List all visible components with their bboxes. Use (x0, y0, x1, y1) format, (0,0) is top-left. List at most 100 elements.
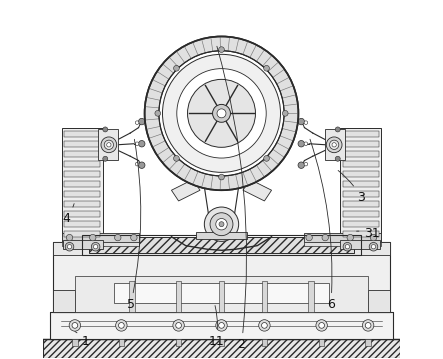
Bar (82, 235, 361, 255)
Bar (64, 151, 100, 157)
Bar (63, 240, 103, 249)
Circle shape (72, 322, 78, 328)
Circle shape (65, 242, 74, 251)
Circle shape (213, 104, 230, 122)
Circle shape (345, 244, 350, 249)
Bar (64, 231, 100, 237)
Bar (64, 221, 100, 227)
Bar (64, 141, 100, 146)
Bar (261, 339, 267, 346)
Circle shape (259, 320, 270, 331)
Circle shape (135, 162, 139, 166)
Circle shape (66, 234, 73, 241)
Polygon shape (171, 180, 200, 201)
Bar (64, 161, 100, 167)
Circle shape (306, 234, 312, 241)
Circle shape (304, 142, 308, 145)
Circle shape (103, 156, 108, 161)
Circle shape (322, 234, 328, 241)
Bar (89, 237, 354, 253)
Circle shape (135, 142, 139, 145)
Circle shape (93, 244, 98, 249)
Bar (340, 240, 380, 249)
Circle shape (371, 244, 376, 249)
Bar (176, 281, 182, 312)
Circle shape (139, 162, 145, 168)
Bar (343, 151, 379, 157)
Bar (319, 339, 324, 346)
Bar (219, 339, 224, 346)
Circle shape (131, 234, 137, 241)
Bar (54, 242, 389, 312)
Bar (54, 290, 75, 312)
Circle shape (330, 140, 339, 149)
Circle shape (69, 320, 81, 331)
Circle shape (370, 234, 377, 241)
Circle shape (219, 47, 224, 52)
Bar (343, 191, 379, 197)
Circle shape (67, 244, 72, 249)
Circle shape (216, 320, 227, 331)
Bar (62, 242, 139, 246)
Text: 31: 31 (357, 227, 380, 240)
Bar (64, 201, 100, 207)
Bar (308, 281, 314, 312)
Bar (54, 242, 389, 255)
Bar (62, 128, 104, 242)
Text: 3: 3 (338, 171, 365, 204)
Bar (343, 231, 379, 237)
Circle shape (319, 322, 324, 328)
Bar (343, 171, 379, 177)
Text: 1: 1 (75, 331, 90, 348)
Bar (343, 141, 379, 146)
Circle shape (204, 207, 239, 241)
Circle shape (332, 143, 336, 147)
Bar (304, 233, 381, 242)
Circle shape (298, 162, 304, 168)
Text: 6: 6 (310, 139, 335, 311)
Circle shape (119, 322, 124, 328)
Text: 11: 11 (209, 306, 225, 348)
Circle shape (219, 222, 224, 227)
Circle shape (144, 37, 299, 190)
Bar (343, 201, 379, 207)
Circle shape (135, 121, 139, 125)
Bar (219, 281, 224, 312)
Circle shape (216, 219, 227, 230)
Bar (114, 283, 329, 303)
Circle shape (369, 242, 378, 251)
Circle shape (316, 320, 327, 331)
Bar (75, 276, 368, 312)
Text: 4: 4 (62, 204, 74, 225)
Circle shape (335, 127, 340, 132)
Bar (343, 161, 379, 167)
Bar (196, 232, 247, 238)
Circle shape (177, 69, 266, 158)
Bar (64, 191, 100, 197)
Bar (64, 171, 100, 177)
Circle shape (335, 156, 340, 161)
Bar (64, 181, 100, 187)
Bar (261, 281, 267, 312)
Bar (343, 211, 379, 217)
Circle shape (219, 174, 224, 180)
Circle shape (298, 140, 304, 147)
Bar (43, 339, 400, 358)
Circle shape (89, 234, 96, 241)
Circle shape (139, 118, 145, 125)
Circle shape (304, 121, 308, 125)
Bar (62, 233, 139, 242)
Circle shape (219, 322, 224, 328)
Circle shape (326, 137, 342, 153)
Bar (176, 339, 182, 346)
Bar (304, 242, 381, 246)
Circle shape (115, 234, 121, 241)
Circle shape (362, 320, 374, 331)
Circle shape (264, 65, 269, 71)
Bar (98, 130, 118, 160)
Circle shape (101, 137, 117, 153)
Circle shape (282, 111, 288, 116)
Circle shape (103, 127, 108, 132)
Circle shape (139, 140, 145, 147)
Circle shape (107, 143, 111, 147)
